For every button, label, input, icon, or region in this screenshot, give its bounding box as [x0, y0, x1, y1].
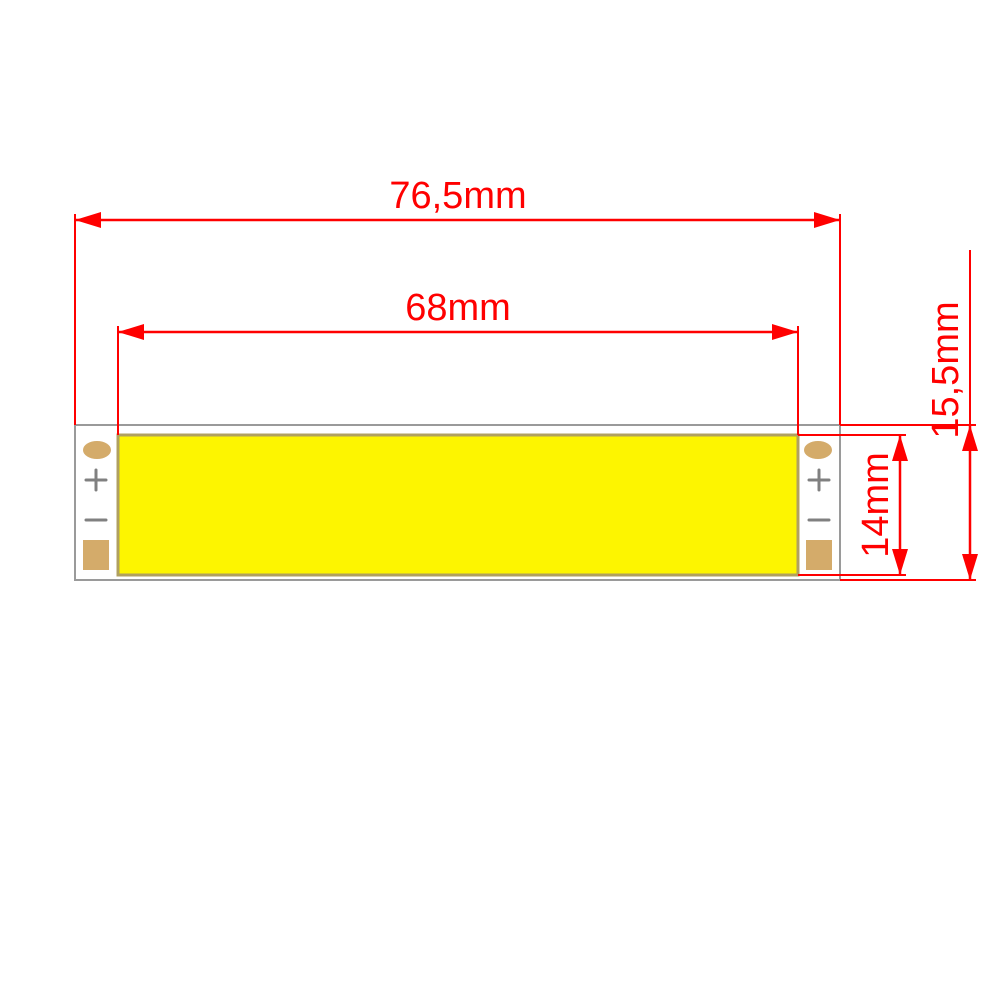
pad-right-negative — [806, 540, 832, 570]
dim-label-outer-width: 76,5mm — [389, 175, 526, 217]
dim-label-outer-height: 15,5mm — [925, 301, 967, 438]
pad-left-negative — [83, 540, 109, 570]
pad-left-positive — [83, 441, 111, 459]
led-emitting-area — [118, 435, 798, 575]
pad-right-positive — [804, 441, 832, 459]
dim-label-inner-width: 68mm — [405, 287, 511, 329]
dim-label-inner-height: 14mm — [855, 452, 897, 558]
